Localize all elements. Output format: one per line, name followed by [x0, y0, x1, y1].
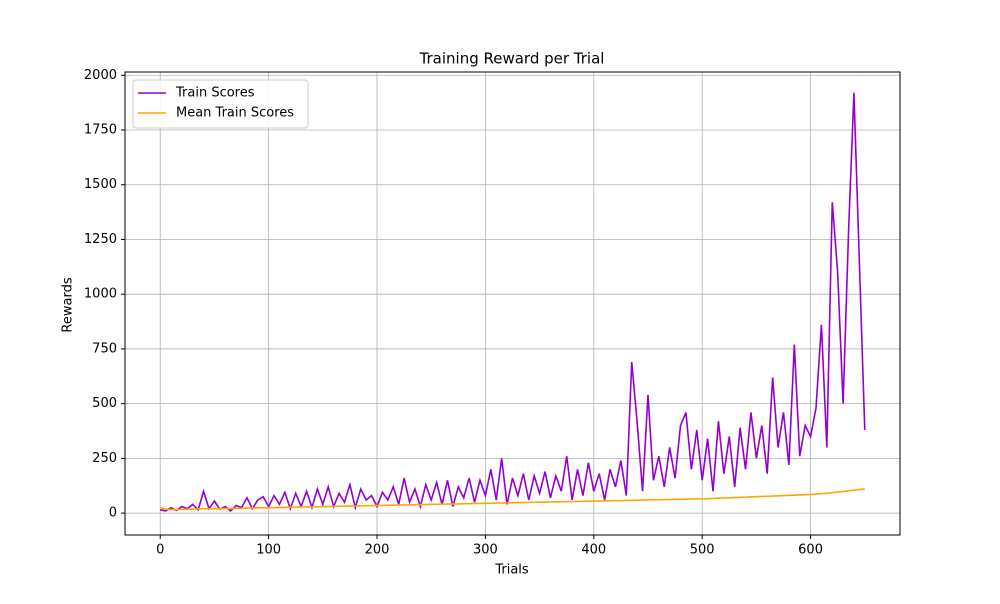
- legend-box: [132, 79, 309, 129]
- y-tick-label: 0: [109, 506, 117, 521]
- y-tick-label: 1250: [84, 232, 117, 247]
- y-tick-label: 500: [92, 396, 117, 411]
- y-tick-label: 1500: [84, 177, 117, 192]
- y-tick-label: 250: [92, 451, 117, 466]
- chart-title: Training Reward per Trial: [419, 50, 605, 68]
- line-series: [160, 92, 866, 512]
- y-tick-label: 2000: [84, 68, 117, 83]
- y-tick-label: 750: [92, 341, 117, 356]
- x-tick-label: 100: [256, 543, 281, 558]
- y-tick-label: 1750: [84, 123, 117, 138]
- x-axis-label: Trials: [494, 563, 529, 578]
- plot-frame: [124, 71, 901, 536]
- x-tick-label: 600: [798, 543, 823, 558]
- y-axis-label: Rewards: [61, 277, 76, 332]
- x-tick-label: 500: [690, 543, 715, 558]
- x-tick-label: 0: [156, 543, 164, 558]
- legend-label: Mean Train Scores: [176, 106, 294, 121]
- line-series: [160, 488, 865, 511]
- x-tick-label: 300: [473, 543, 498, 558]
- x-tick-label: 400: [581, 543, 606, 558]
- legend-label: Train Scores: [175, 86, 255, 101]
- x-tick-label: 200: [365, 543, 390, 558]
- y-tick-label: 1000: [84, 287, 117, 302]
